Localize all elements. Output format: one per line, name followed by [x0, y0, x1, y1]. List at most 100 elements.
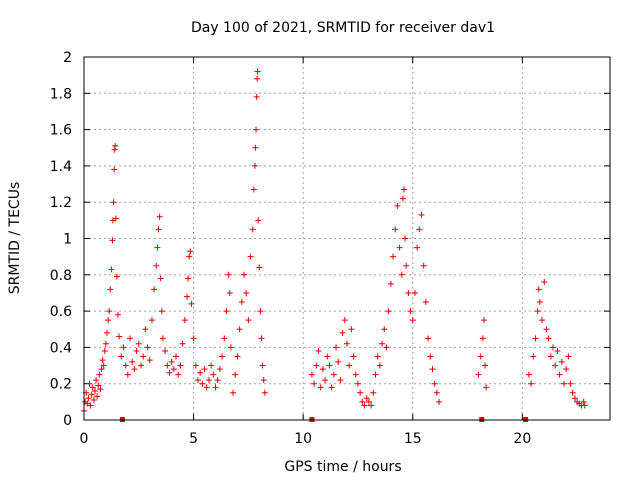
data-point: [387, 280, 394, 287]
data-point: [112, 215, 119, 222]
data-point: [86, 380, 93, 387]
data-point: [84, 400, 91, 407]
y-tick-label: 2: [63, 50, 72, 66]
data-point: [109, 237, 116, 244]
data-point: [554, 348, 561, 355]
x-tick-label: 5: [189, 431, 198, 447]
data-point: [344, 340, 350, 347]
data-point: [260, 377, 267, 384]
data-point: [390, 253, 397, 260]
data-point: [381, 326, 388, 333]
data-point: [536, 299, 543, 306]
data-point: [427, 353, 434, 360]
data-point: [205, 377, 212, 384]
y-tick-label: 1.6: [50, 123, 72, 139]
y-axis-label: SRMTID / TECUs: [7, 182, 23, 295]
data-point: [210, 371, 217, 378]
data-point: [221, 335, 228, 342]
data-point: [416, 226, 423, 233]
data-point: [245, 317, 252, 324]
data-point: [317, 384, 324, 391]
data-point: [203, 384, 210, 391]
data-point: [324, 353, 331, 360]
data-point: [137, 362, 144, 369]
data-points: [81, 68, 588, 414]
data-point: [192, 362, 199, 369]
data-point: [208, 362, 215, 369]
data-point: [565, 353, 572, 360]
data-point: [385, 308, 392, 315]
data-point: [142, 326, 149, 333]
data-point: [87, 402, 94, 409]
data-point: [197, 369, 204, 376]
data-point: [201, 366, 208, 373]
data-point: [530, 353, 537, 360]
data-point: [112, 142, 119, 149]
data-point: [319, 366, 326, 373]
chart-title: Day 100 of 2021, SRMTID for receiver dav…: [191, 20, 495, 36]
data-point: [247, 253, 254, 260]
data-point: [254, 68, 261, 75]
data-point: [257, 308, 264, 315]
data-point: [131, 366, 138, 373]
data-point: [194, 377, 201, 384]
data-point: [85, 395, 92, 402]
data-point: [339, 329, 346, 336]
data-point: [580, 398, 587, 405]
data-point: [144, 344, 151, 351]
data-point: [156, 213, 163, 220]
data-point: [525, 371, 532, 378]
data-point: [422, 299, 429, 306]
data-point: [219, 353, 226, 360]
data-point: [420, 262, 427, 269]
data-point: [118, 353, 125, 360]
data-point: [114, 311, 121, 318]
data-point: [188, 300, 195, 307]
data-point: [261, 389, 268, 396]
data-point: [159, 335, 166, 342]
data-point: [402, 235, 409, 242]
data-point: [226, 289, 233, 296]
data-point: [308, 371, 315, 378]
data-point: [359, 398, 366, 405]
data-point: [480, 317, 487, 324]
data-point: [111, 166, 118, 173]
data-point: [256, 264, 263, 271]
data-point: [567, 380, 574, 387]
data-point: [394, 202, 401, 209]
data-point: [179, 340, 186, 347]
data-point: [482, 362, 489, 369]
data-point: [116, 333, 123, 340]
data-point: [431, 380, 438, 387]
data-point: [563, 366, 570, 373]
data-point: [187, 248, 194, 255]
y-tick-label: 0.2: [50, 377, 72, 393]
data-point: [259, 362, 266, 369]
data-point: [95, 382, 102, 389]
data-point: [253, 93, 260, 100]
data-point: [475, 371, 482, 378]
data-point: [162, 348, 169, 355]
y-tick-label: 1: [63, 232, 72, 248]
x-tick-label: 0: [80, 431, 89, 447]
x-tick-label: 15: [404, 431, 422, 447]
data-point: [392, 226, 399, 233]
data-point: [254, 75, 261, 82]
data-point: [148, 317, 155, 324]
data-point: [535, 286, 542, 293]
data-point: [181, 317, 188, 324]
grid-lines: [84, 57, 610, 420]
x-tick-labels: 0 5 10 15 20: [80, 431, 532, 447]
data-point: [249, 226, 256, 233]
data-point: [409, 317, 416, 324]
data-point: [556, 371, 563, 378]
data-point: [166, 369, 173, 376]
data-point: [94, 393, 101, 400]
data-point: [547, 353, 554, 360]
data-point: [164, 362, 171, 369]
data-point: [234, 353, 241, 360]
data-point: [177, 362, 184, 369]
data-point: [225, 271, 232, 278]
data-point: [383, 344, 390, 351]
data-point: [175, 371, 182, 378]
